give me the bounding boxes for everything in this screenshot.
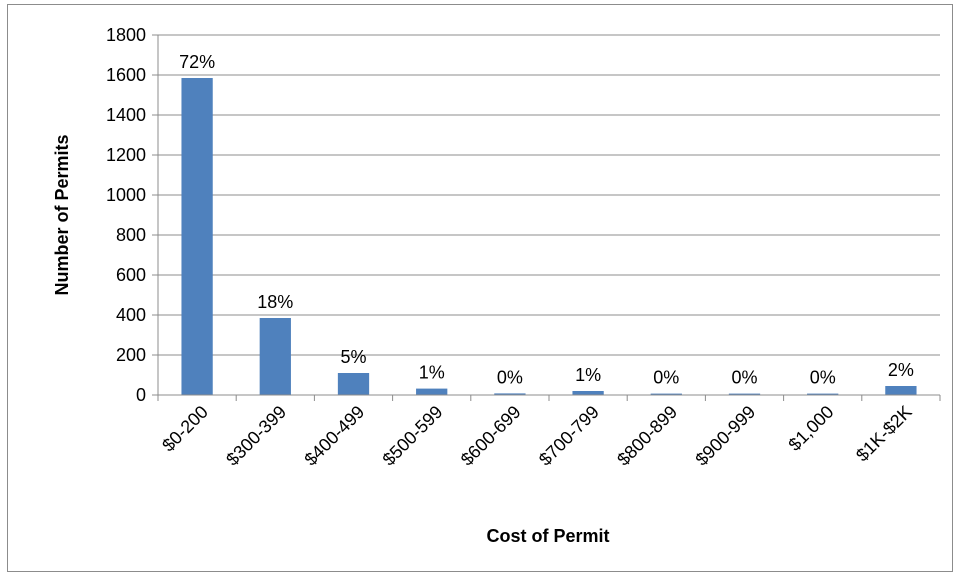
x-tick-label: $400-499: [300, 402, 368, 470]
x-tick-label: $0-200: [158, 402, 212, 456]
x-tick-label: $1,000: [784, 402, 837, 455]
bar: [416, 388, 448, 395]
y-tick-label: 400: [116, 305, 146, 325]
bar: [259, 318, 291, 395]
x-axis-title: Cost of Permit: [486, 526, 609, 546]
y-tick-label: 600: [116, 265, 146, 285]
bar: [807, 393, 839, 395]
bar: [650, 393, 682, 395]
bar: [885, 386, 917, 395]
x-axis-ticks: $0-200 $300-399 $400-499 $500-599 $600-699 $7…: [157, 395, 941, 470]
x-tick-label: $300-399: [222, 402, 290, 470]
x-tick-label: $900-999: [691, 402, 759, 470]
x-tick-label: $500-599: [379, 402, 447, 470]
data-label: 1%: [575, 365, 601, 385]
x-tick-label: $1K-$2K: [852, 402, 916, 466]
data-labels: 72% 18% 5% 1% 0% 1% 0% 0% 0% 2%: [179, 52, 914, 388]
bar: [494, 393, 526, 395]
bar: [337, 373, 370, 395]
bar: [728, 393, 761, 395]
data-label: 1%: [419, 363, 445, 383]
x-tick-label: $700-799: [535, 402, 603, 470]
y-tick-label: 1200: [106, 145, 146, 165]
y-tick-label: 1400: [106, 105, 146, 125]
y-tick-label: 200: [116, 345, 146, 365]
data-label: 5%: [340, 347, 366, 367]
bar: [181, 78, 213, 395]
data-label: 18%: [257, 292, 293, 312]
data-label: 0%: [653, 368, 679, 388]
x-tick-label: $800-899: [613, 402, 681, 470]
y-axis-title: Number of Permits: [52, 134, 72, 295]
x-tick-label: $600-699: [457, 402, 525, 470]
y-axis-ticks: 0 200 400 600 800 1000 1200 1400 1600 1800: [106, 25, 158, 405]
data-label: 0%: [810, 368, 836, 388]
data-label: 0%: [731, 368, 757, 388]
y-tick-label: 1000: [106, 185, 146, 205]
data-label: 72%: [179, 52, 215, 72]
y-tick-label: 1800: [106, 25, 146, 45]
data-label: 0%: [497, 367, 523, 387]
bars: [181, 78, 917, 395]
y-tick-label: 1600: [106, 65, 146, 85]
y-tick-label: 800: [116, 225, 146, 245]
data-label: 2%: [888, 360, 914, 380]
y-tick-label: 0: [136, 385, 146, 405]
bar: [572, 391, 604, 395]
chart-frame: [7, 4, 953, 572]
